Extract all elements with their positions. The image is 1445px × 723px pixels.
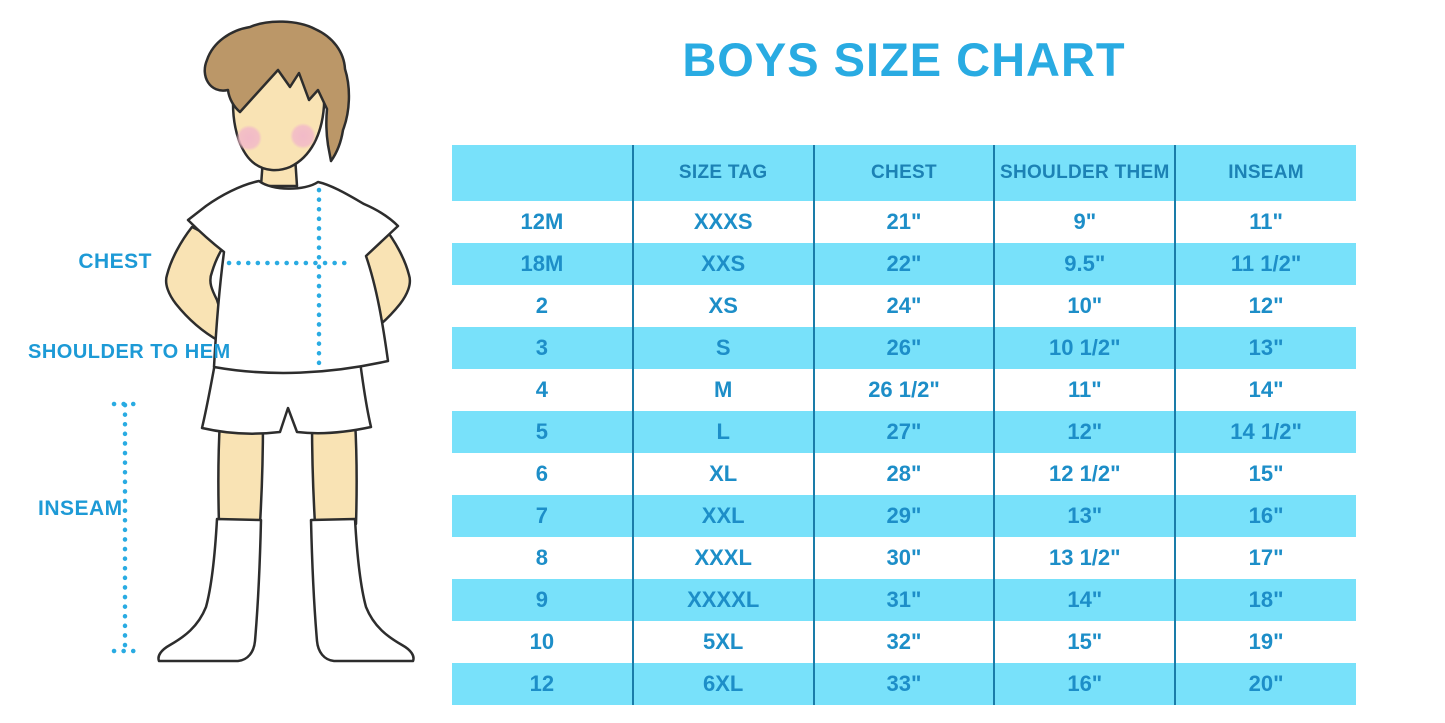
row-value-cell: 20" — [1174, 663, 1356, 705]
right-blush — [290, 123, 316, 149]
left-leg — [217, 418, 265, 526]
inseam-label: INSEAM — [38, 497, 123, 520]
row-size-cell: 5 — [452, 411, 633, 453]
header-cell-blank — [452, 145, 633, 201]
row-value-cell: 28" — [812, 453, 995, 495]
row-value-cell: 5XL — [631, 621, 814, 663]
row-value-cell: XXXS — [631, 201, 814, 243]
header-row: SIZE TAG CHEST SHOULDER THEM INSEAM — [452, 145, 1356, 201]
row-value-cell: 15" — [993, 621, 1176, 663]
header-cell-chest: CHEST — [812, 145, 995, 201]
row-value-cell: 13 1/2" — [993, 537, 1176, 579]
row-value-cell: 29" — [812, 495, 995, 537]
table-row: 6 XL 28" 12 1/2" 15" — [452, 453, 1356, 495]
row-value-cell: 11 1/2" — [1174, 243, 1356, 285]
left-sock — [157, 517, 263, 663]
table-row: 4 M 26 1/2" 11" 14" — [452, 369, 1356, 411]
size-table: SIZE TAG CHEST SHOULDER THEM INSEAM 12M X… — [452, 145, 1356, 705]
row-value-cell: 6XL — [631, 663, 814, 705]
header-cell-inseam: INSEAM — [1174, 145, 1356, 201]
row-value-cell: S — [631, 327, 814, 369]
hair — [203, 20, 351, 163]
row-size-cell: 10 — [529, 629, 555, 654]
row-value-cell: XL — [631, 453, 814, 495]
row-size-cell: 6 — [535, 461, 549, 486]
row-value-cell: 18" — [1174, 579, 1356, 621]
table-row: 12M XXXS 21" 9" 11" — [452, 201, 1356, 243]
row-value-cell: 22" — [812, 243, 995, 285]
row-value-cell: 26" — [812, 327, 995, 369]
row-value-cell: 26 1/2" — [812, 369, 995, 411]
row-value-cell: 27" — [812, 411, 995, 453]
table-row: 3 S 26" 10 1/2" 13" — [452, 327, 1356, 369]
right-leg — [310, 418, 358, 526]
right-sock — [309, 517, 415, 663]
row-value-cell: 30" — [812, 537, 995, 579]
row-size-cell: 4 — [535, 377, 549, 402]
row-value-cell: 17" — [1174, 537, 1356, 579]
row-value-cell: 14" — [1174, 369, 1356, 411]
row-value-cell: 15" — [1174, 453, 1356, 495]
table-row: 2 XS 24" 10" 12" — [452, 285, 1356, 327]
row-size-cell: 3 — [452, 327, 633, 369]
left-blush — [236, 125, 262, 151]
row-value-cell: 12" — [993, 411, 1176, 453]
row-value-cell: 21" — [812, 201, 995, 243]
row-value-cell: 10" — [993, 285, 1176, 327]
row-value-cell: 19" — [1174, 621, 1356, 663]
row-size-cell: 9 — [452, 579, 633, 621]
chest-label: CHEST — [78, 250, 152, 273]
row-value-cell: 33" — [812, 663, 995, 705]
row-size-cell: 2 — [535, 293, 549, 318]
table-row: 8 XXXL 30" 13 1/2" 17" — [452, 537, 1356, 579]
row-value-cell: 9.5" — [993, 243, 1176, 285]
row-value-cell: 16" — [993, 663, 1176, 705]
table-row: 5 L 27" 12" 14 1/2" — [452, 411, 1356, 453]
boy-figure-illustration — [111, 20, 415, 663]
row-value-cell: 31" — [812, 579, 995, 621]
t-shirt — [186, 179, 400, 375]
row-value-cell: 12 1/2" — [993, 453, 1176, 495]
row-size-cell: 12M — [520, 209, 564, 234]
row-value-cell: L — [631, 411, 814, 453]
page-title: BOYS SIZE CHART — [682, 33, 1126, 86]
row-value-cell: 10 1/2" — [993, 327, 1176, 369]
table-row: 10 5XL 32" 15" 19" — [452, 621, 1356, 663]
row-value-cell: 13" — [1174, 327, 1356, 369]
row-value-cell: XXS — [631, 243, 814, 285]
row-value-cell: 24" — [812, 285, 995, 327]
header-cell-shoulder: SHOULDER THEM — [993, 145, 1176, 201]
row-value-cell: 13" — [993, 495, 1176, 537]
row-value-cell: 16" — [1174, 495, 1356, 537]
size-table-container: SIZE TAG CHEST SHOULDER THEM INSEAM 12M X… — [452, 145, 1356, 705]
row-value-cell: 11" — [993, 369, 1176, 411]
row-size-cell: 7 — [452, 495, 633, 537]
row-value-cell: XXL — [631, 495, 814, 537]
row-value-cell: 11" — [1174, 201, 1356, 243]
row-value-cell: 9" — [993, 201, 1176, 243]
row-size-cell: 18M — [452, 243, 633, 285]
row-value-cell: 12" — [1174, 285, 1356, 327]
row-size-cell: 8 — [535, 545, 549, 570]
table-row: 18M XXS 22" 9.5" 11 1/2" — [452, 243, 1356, 285]
header-cell-size-tag: SIZE TAG — [631, 145, 814, 201]
size-table-body: 12M XXXS 21" 9" 11" 18M XXS 22" 9.5" 11 1/2" 2 XS 24… — [452, 201, 1356, 705]
row-value-cell: 14 1/2" — [1174, 411, 1356, 453]
row-value-cell: 32" — [812, 621, 995, 663]
measurement-guides — [111, 187, 349, 654]
table-row: 12 6XL 33" 16" 20" — [452, 663, 1356, 705]
row-size-cell: 12 — [452, 663, 633, 705]
row-value-cell: M — [631, 369, 814, 411]
row-value-cell: XXXXL — [631, 579, 814, 621]
row-value-cell: XS — [631, 285, 814, 327]
row-value-cell: XXXL — [631, 537, 814, 579]
shoulder-to-hem-label: SHOULDER TO HEM — [28, 341, 231, 363]
table-row: 9 XXXXL 31" 14" 18" — [452, 579, 1356, 621]
table-row: 7 XXL 29" 13" 16" — [452, 495, 1356, 537]
row-value-cell: 14" — [993, 579, 1176, 621]
